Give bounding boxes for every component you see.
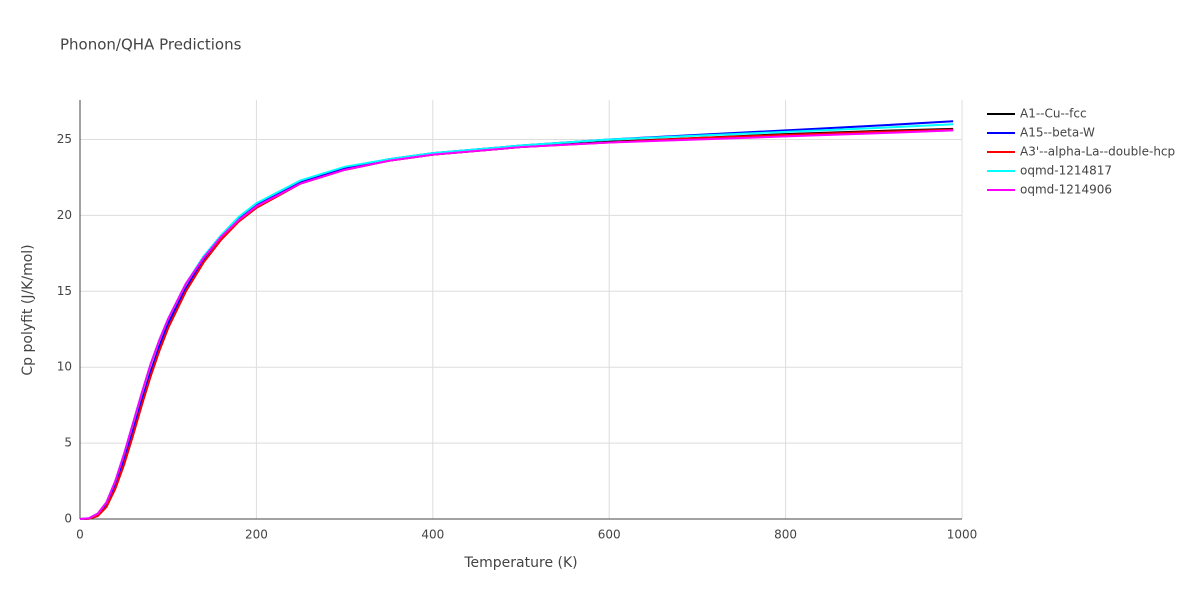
y-tick-label: 0 (64, 512, 72, 526)
y-tick-label: 15 (57, 284, 72, 298)
series-line (79, 120, 954, 520)
x-tick-label: 0 (76, 528, 84, 542)
legend-label: oqmd-1214817 (1020, 164, 1112, 178)
x-tick-label: 1000 (947, 528, 978, 542)
y-tick-label: 10 (57, 360, 72, 374)
x-axis-title: Temperature (K) (463, 555, 577, 571)
series-line (79, 128, 954, 520)
chart-title: Phonon/QHA Predictions (60, 36, 242, 54)
legend-label: A15--beta-W (1020, 126, 1095, 140)
y-tick-label: 25 (57, 132, 72, 146)
series-line (79, 129, 954, 520)
y-tick-label: 5 (64, 436, 72, 450)
x-tick-label: 800 (774, 528, 797, 542)
series-line (79, 123, 954, 520)
x-tick-label: 200 (245, 528, 268, 542)
series-line (79, 127, 954, 520)
y-axis-title: Cp polyfit (J/K/mol) (20, 244, 36, 375)
x-tick-label: 400 (421, 528, 444, 542)
y-tick-label: 20 (57, 208, 72, 222)
legend-label: oqmd-1214906 (1020, 183, 1112, 197)
legend-label: A1--Cu--fcc (1020, 107, 1087, 121)
x-tick-label: 600 (598, 528, 621, 542)
legend-label: A3'--alpha-La--double-hcp (1020, 145, 1175, 159)
